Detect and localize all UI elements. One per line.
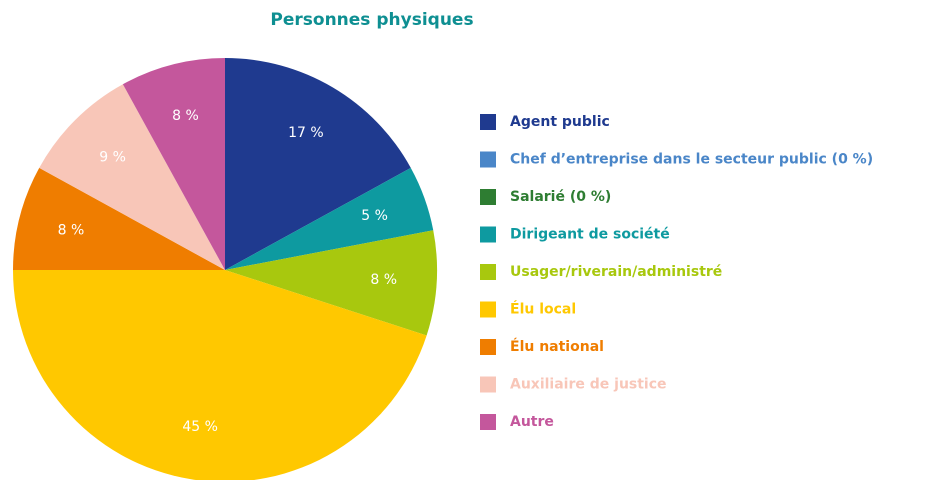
legend-label: Auxiliaire de justice (510, 377, 667, 393)
legend-label: Salarié (0 %) (510, 189, 611, 205)
pie-slice (225, 58, 411, 270)
legend-swatch (480, 189, 496, 205)
slice-label: 8 % (172, 108, 199, 124)
legend-label: Élu national (510, 338, 604, 355)
legend-label: Chef d’entreprise dans le secteur public… (510, 152, 873, 168)
slice-label: 8 % (370, 272, 397, 288)
legend-swatch (480, 414, 496, 430)
pie-slice (13, 270, 427, 480)
pie-slice (225, 167, 434, 270)
legend-label: Usager/riverain/administré (510, 264, 722, 280)
legend-swatch (480, 226, 496, 243)
legend-label: Dirigeant de société (510, 227, 670, 243)
pie-slice (13, 167, 225, 270)
legend-label: Agent public (510, 114, 610, 130)
legend-swatch (480, 339, 496, 355)
legend-label: Autre (510, 414, 554, 430)
slice-label: 9 % (99, 150, 126, 166)
slice-label: 8 % (58, 222, 85, 238)
pie-slice (122, 58, 225, 270)
slice-label: 45 % (182, 419, 218, 435)
legend-swatch (480, 264, 496, 280)
pie-slice (225, 230, 438, 336)
pie-slice (39, 84, 225, 270)
legend-label: Élu local (510, 301, 576, 318)
legend-swatch (480, 301, 496, 318)
slice-label: 17 % (288, 125, 324, 141)
legend-swatch (480, 151, 496, 168)
legend-swatch (480, 376, 496, 393)
slice-label: 5 % (361, 208, 388, 224)
chart-title: Personnes physiques (270, 10, 473, 30)
legend-swatch (480, 114, 496, 130)
